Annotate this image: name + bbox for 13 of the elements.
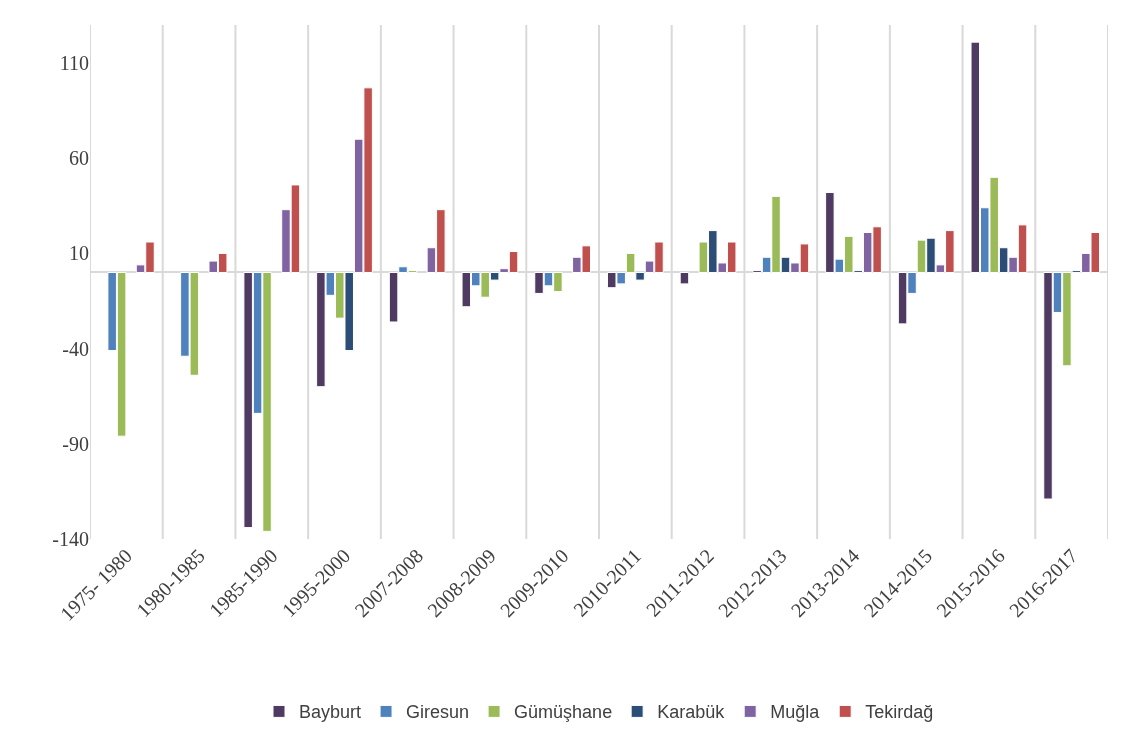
- y-tick-label: -90: [62, 432, 89, 455]
- y-tick-label: 60: [69, 147, 89, 170]
- bar: [679, 271, 690, 285]
- legend-label: Gümüşhane: [514, 702, 613, 723]
- y-tick-label: -140: [52, 528, 89, 550]
- y-tick-label: -40: [62, 337, 89, 360]
- legend-label: Bayburt: [299, 702, 362, 723]
- y-tick-label: 110: [59, 52, 89, 75]
- legend-label: Giresun: [406, 702, 470, 723]
- legend-label: Tekirdağ: [865, 702, 934, 723]
- legend-label: Muğla: [770, 702, 821, 723]
- y-tick-label: 10: [69, 242, 89, 265]
- legend-label: Karabük: [657, 702, 726, 723]
